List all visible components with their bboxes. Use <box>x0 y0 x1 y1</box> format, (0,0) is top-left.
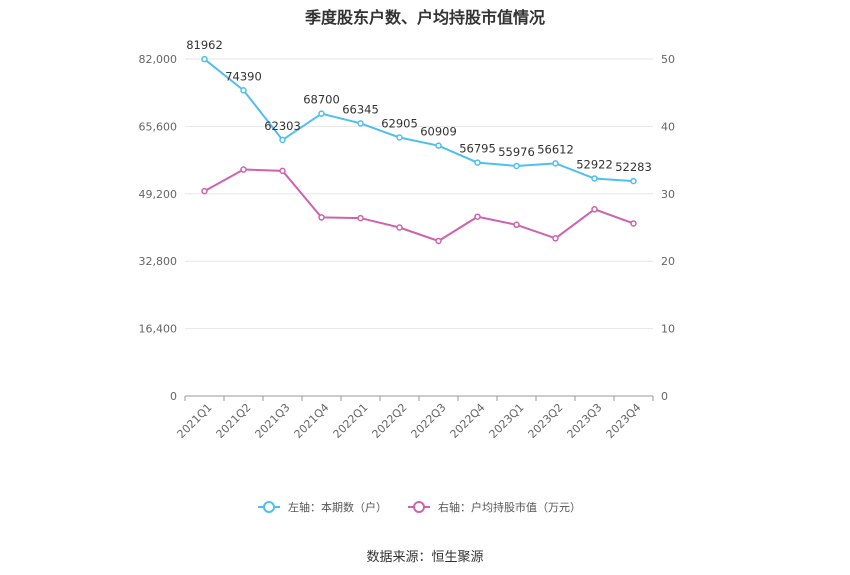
data-label: 60909 <box>420 125 457 139</box>
y-right-tick-label: 50 <box>661 53 675 66</box>
y-left-tick-label: 16,400 <box>139 323 178 336</box>
data-point <box>201 187 208 195</box>
y-left-tick-label: 49,200 <box>139 188 178 201</box>
x-tick-label: 2021Q1 <box>175 401 215 441</box>
data-label: 52922 <box>576 158 613 172</box>
x-tick-label: 2023Q3 <box>565 401 605 441</box>
data-point <box>396 224 403 231</box>
data-point <box>552 235 559 242</box>
data-label: 55976 <box>498 145 535 159</box>
data-point <box>513 162 520 170</box>
data-point <box>513 221 520 229</box>
x-tick-label: 2023Q2 <box>526 401 566 441</box>
data-point <box>474 213 481 220</box>
data-label: 52283 <box>615 160 652 174</box>
data-label: 66345 <box>342 102 379 116</box>
data-point <box>591 206 598 213</box>
data-point <box>201 55 208 63</box>
data-point <box>240 166 247 173</box>
data-label: 62905 <box>381 116 418 130</box>
y-left-tick-label: 0 <box>170 390 177 403</box>
y-right-tick-label: 20 <box>661 255 675 268</box>
x-tick-label: 2021Q2 <box>214 401 254 441</box>
y-left-tick-label: 32,800 <box>139 255 178 268</box>
data-point <box>318 110 325 117</box>
y-right-tick-label: 40 <box>661 120 675 133</box>
data-label: 74390 <box>225 69 262 83</box>
y-right-tick-label: 0 <box>661 390 668 403</box>
y-right-tick-label: 10 <box>661 323 675 336</box>
data-point <box>435 142 442 149</box>
data-point <box>630 177 637 185</box>
legend-swatch-marker <box>413 501 425 513</box>
data-source: 数据来源：恒生聚源 <box>366 550 484 565</box>
data-point <box>357 120 364 127</box>
data-point <box>357 214 364 222</box>
data-point <box>396 134 403 141</box>
x-tick-label: 2023Q4 <box>604 401 644 441</box>
data-point <box>240 87 247 94</box>
data-label: 81962 <box>186 38 223 52</box>
x-tick-label: 2023Q1 <box>487 401 527 441</box>
x-tick-label: 2022Q4 <box>448 401 488 441</box>
y-left-tick-label: 65,600 <box>139 120 178 133</box>
data-point <box>279 136 286 144</box>
x-tick-label: 2022Q2 <box>370 401 410 441</box>
data-point <box>474 159 481 166</box>
y-left-tick-label: 82,000 <box>139 53 178 66</box>
data-label: 68700 <box>303 93 340 107</box>
chart-title: 季度股东户数、户均持股市值情况 <box>304 8 545 27</box>
y-right-tick-label: 30 <box>661 188 675 201</box>
legend-swatch-marker <box>263 501 275 513</box>
data-point <box>591 175 598 182</box>
data-point <box>318 214 325 221</box>
series-line-2 <box>204 168 634 243</box>
x-tick-label: 2022Q1 <box>331 401 371 441</box>
x-tick-label: 2021Q4 <box>292 401 332 441</box>
series-line-1 <box>203 58 634 183</box>
data-point <box>435 237 442 245</box>
data-point <box>552 160 559 167</box>
data-label: 62303 <box>264 119 301 133</box>
data-point <box>279 167 286 175</box>
data-label: 56612 <box>537 142 574 156</box>
data-point <box>630 220 637 227</box>
x-tick-label: 2022Q3 <box>409 401 449 441</box>
data-label: 56795 <box>459 142 496 156</box>
legend-label-2: 右轴：户均持股市值（万元） <box>438 500 581 514</box>
x-tick-label: 2021Q3 <box>253 401 293 441</box>
legend-label-1: 左轴：本期数（户） <box>288 500 387 514</box>
